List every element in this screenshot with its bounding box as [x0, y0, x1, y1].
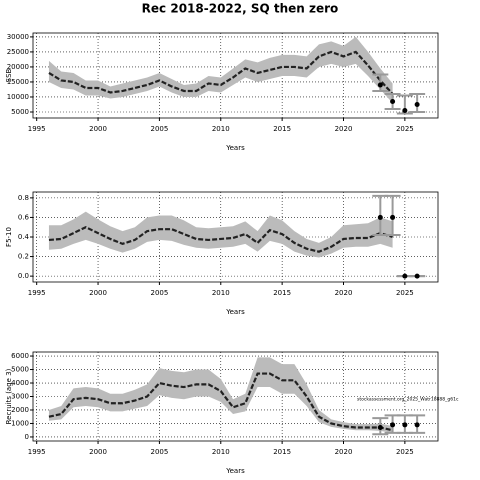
- y-tick-label: 1000: [11, 419, 29, 427]
- forecast-point: [390, 98, 396, 104]
- x-tick-label: 2020: [335, 125, 353, 133]
- y-tick-label: 4000: [11, 379, 29, 387]
- y-tick-label: 20000: [7, 63, 29, 71]
- x-tick-label: 2005: [150, 448, 168, 456]
- x-tick-label: 2010: [212, 125, 230, 133]
- annotation: stockassessment.org_2025_Watr18888_g61c: [357, 397, 459, 403]
- estimate-line: [48, 372, 393, 432]
- y-axis-label: F5-10: [5, 227, 13, 247]
- y-tick-label: 30000: [7, 33, 29, 41]
- plot-frame: [32, 351, 439, 442]
- confidence-band: [48, 36, 393, 103]
- x-axis-label: Years: [225, 144, 245, 152]
- x-tick-label: 2005: [150, 125, 168, 133]
- x-tick-label: 1995: [28, 448, 46, 456]
- x-tick-label: 2000: [89, 448, 107, 456]
- x-tick-label: 2020: [335, 448, 353, 456]
- x-tick-label: 2015: [273, 448, 291, 456]
- forecast-point: [402, 107, 408, 113]
- confidence-band: [48, 211, 393, 258]
- y-tick-label: 0.4: [18, 233, 30, 241]
- y-tick-label: 0: [25, 433, 29, 441]
- x-tick-label: 2000: [89, 289, 107, 297]
- x-tick-label: 2015: [273, 125, 291, 133]
- confidence-band: [48, 357, 393, 433]
- forecast-point: [377, 425, 383, 431]
- forecast-point: [414, 273, 420, 279]
- y-tick-label: 0.0: [18, 272, 29, 280]
- x-tick-label: 2010: [212, 289, 230, 297]
- figure-title: Rec 2018-2022, SQ then zero: [142, 2, 339, 16]
- x-axis-label: Years: [225, 308, 245, 316]
- x-tick-label: 2005: [150, 289, 168, 297]
- y-tick-label: 15000: [7, 78, 29, 86]
- forecast-point: [390, 422, 396, 428]
- y-tick-label: 10000: [7, 93, 29, 101]
- x-tick-label: 1995: [28, 289, 46, 297]
- y-tick-label: 0.2: [18, 253, 29, 261]
- y-tick-label: 3000: [11, 393, 29, 401]
- y-axis-label: SSB: [5, 68, 13, 82]
- y-tick-label: 25000: [7, 48, 29, 56]
- estimate-line: [48, 225, 393, 253]
- y-tick-label: 0.6: [18, 213, 30, 221]
- x-axis-label: Years: [225, 467, 245, 475]
- plot-frame: [32, 191, 439, 283]
- x-tick-label: 2020: [335, 289, 353, 297]
- y-tick-label: 6000: [11, 352, 29, 360]
- x-tick-label: 2025: [396, 289, 414, 297]
- forecast-point: [402, 422, 408, 428]
- y-tick-label: 5000: [11, 108, 29, 116]
- plot-frame: [32, 32, 439, 119]
- x-tick-label: 2025: [396, 125, 414, 133]
- y-tick-label: 2000: [11, 406, 29, 414]
- forecast-point: [402, 273, 408, 279]
- forecast-point: [377, 82, 383, 88]
- x-tick-label: 1995: [28, 125, 46, 133]
- y-tick-label: 5000: [11, 366, 29, 374]
- x-tick-label: 2025: [396, 448, 414, 456]
- estimate-line: [48, 50, 394, 95]
- forecast-point: [414, 101, 420, 107]
- y-tick-label: 0.8: [18, 194, 29, 202]
- forecast-point: [377, 214, 383, 220]
- x-tick-label: 2015: [273, 289, 291, 297]
- x-tick-label: 2010: [212, 448, 230, 456]
- y-axis-label: Recruits (age 3): [5, 368, 13, 424]
- forecast-point: [414, 422, 420, 428]
- x-tick-label: 2000: [89, 125, 107, 133]
- forecast-point: [390, 214, 396, 220]
